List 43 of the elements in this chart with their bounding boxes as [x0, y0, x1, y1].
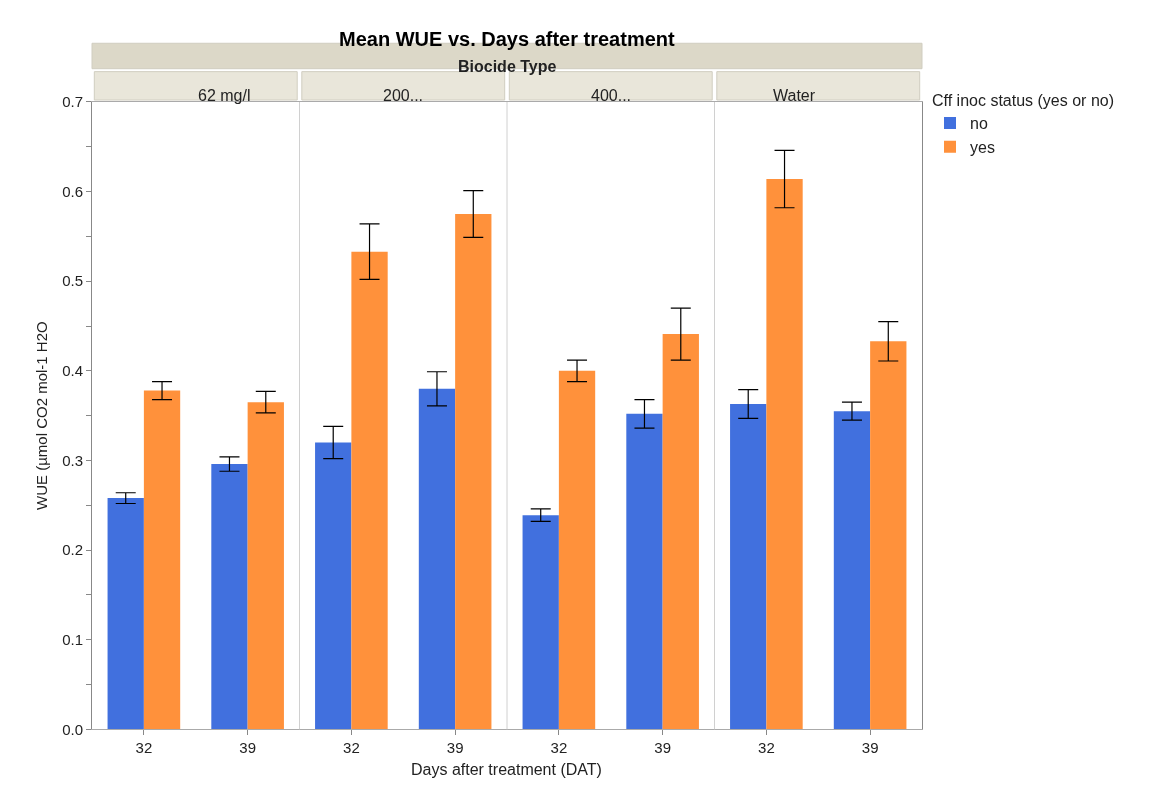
annotation: 400... [591, 87, 632, 104]
y-tick-label: 0.1 [62, 630, 83, 648]
y-tick-label: 0.4 [62, 362, 83, 380]
bar [247, 402, 284, 730]
bar [211, 464, 248, 730]
bar [315, 442, 352, 730]
y-tick-label: 0.5 [62, 272, 83, 290]
text: Biocide Type [458, 58, 557, 75]
x-tick-label: 39 [446, 739, 464, 757]
bar [766, 179, 803, 730]
bar [351, 251, 388, 730]
y-tick-label: 0.2 [62, 541, 83, 559]
legend-label: yes [970, 139, 995, 157]
y-axis-title: WUE (µmol CO2 mol-1 H2O [33, 321, 51, 510]
bar [626, 413, 663, 730]
legend-title: Cff inoc status (yes or no) [932, 92, 1114, 110]
y-tick-label: 0.3 [62, 451, 83, 469]
x-axis-title: Days after treatment (DAT) [411, 761, 602, 778]
x-tick-label: 39 [861, 739, 879, 757]
bar [833, 411, 871, 730]
x-tick-label: 32 [550, 739, 568, 757]
bar [730, 404, 767, 730]
annotation: 62 mg/l [198, 87, 251, 104]
bar [522, 515, 559, 730]
bar [558, 370, 596, 730]
x-tick-label: 32 [135, 739, 153, 757]
x-tick-label: 32 [343, 739, 360, 757]
bar [662, 334, 699, 730]
bar [107, 498, 144, 730]
legend-label: no [970, 115, 988, 133]
annotation: 200... [383, 87, 424, 104]
x-tick-label: 39 [239, 739, 256, 757]
bar [143, 390, 181, 730]
annotation: Water [773, 87, 816, 104]
y-tick-label: 0.0 [62, 720, 83, 738]
chart-title: Mean WUE vs. Days after treatment [339, 28, 675, 50]
x-tick-label: 39 [654, 739, 671, 757]
y-tick-label: 0.7 [62, 93, 83, 111]
bar [870, 341, 907, 730]
x-tick-label: 32 [758, 739, 775, 757]
y-tick-label: 0.6 [62, 182, 83, 200]
bar [418, 388, 456, 730]
bar [455, 214, 492, 730]
